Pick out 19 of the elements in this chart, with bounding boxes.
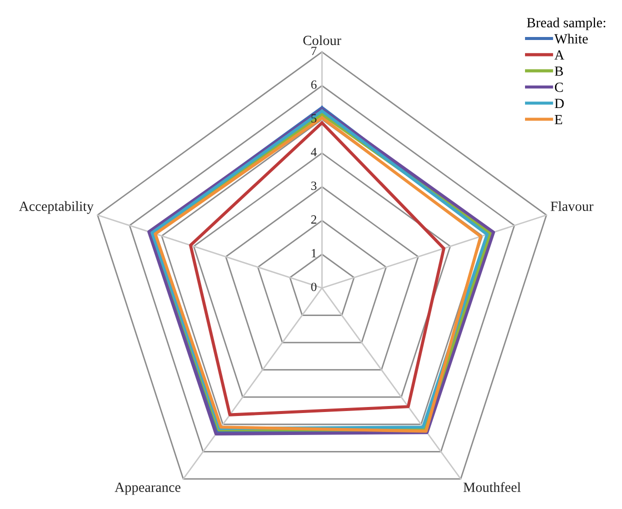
legend-label: E <box>554 115 562 124</box>
y-tick-label: 7 <box>312 46 317 56</box>
y-tick-label: 6 <box>311 80 317 89</box>
y-tick-label: 2 <box>311 215 316 224</box>
spoke-label: Acceptability <box>19 201 94 214</box>
spoke-label: Colour <box>303 35 342 46</box>
spoke-label: Mouthfeel <box>463 482 521 492</box>
y-tick-label: 1 <box>312 249 316 258</box>
legend-label: B <box>554 66 563 76</box>
legend-label: White <box>554 34 588 44</box>
legend-title: Bread sample: <box>526 18 606 30</box>
y-tick-label: 4 <box>310 148 317 156</box>
y-tick-label: 3 <box>311 182 316 190</box>
legend-label: D <box>554 98 564 108</box>
legend-label: C <box>554 82 563 92</box>
legend-label: A <box>554 50 564 60</box>
spoke-label: Flavour <box>550 201 594 211</box>
spoke-label: Appearance <box>114 482 180 495</box>
y-tick-label: 0 <box>311 282 316 292</box>
